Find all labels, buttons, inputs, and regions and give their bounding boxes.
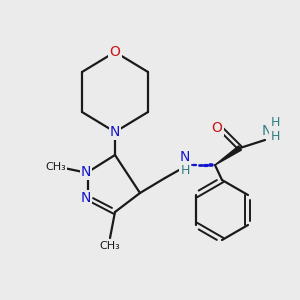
Text: H: H (180, 164, 190, 178)
Text: H: H (270, 116, 280, 128)
Text: N: N (262, 124, 272, 138)
Polygon shape (215, 146, 242, 165)
Text: N: N (110, 125, 120, 139)
Text: H: H (270, 130, 280, 142)
Text: N: N (81, 191, 91, 205)
Text: N: N (81, 165, 91, 179)
Text: N: N (180, 150, 190, 164)
Text: CH₃: CH₃ (46, 162, 66, 172)
Text: O: O (110, 45, 120, 59)
Text: O: O (212, 121, 222, 135)
Text: CH₃: CH₃ (100, 241, 120, 251)
